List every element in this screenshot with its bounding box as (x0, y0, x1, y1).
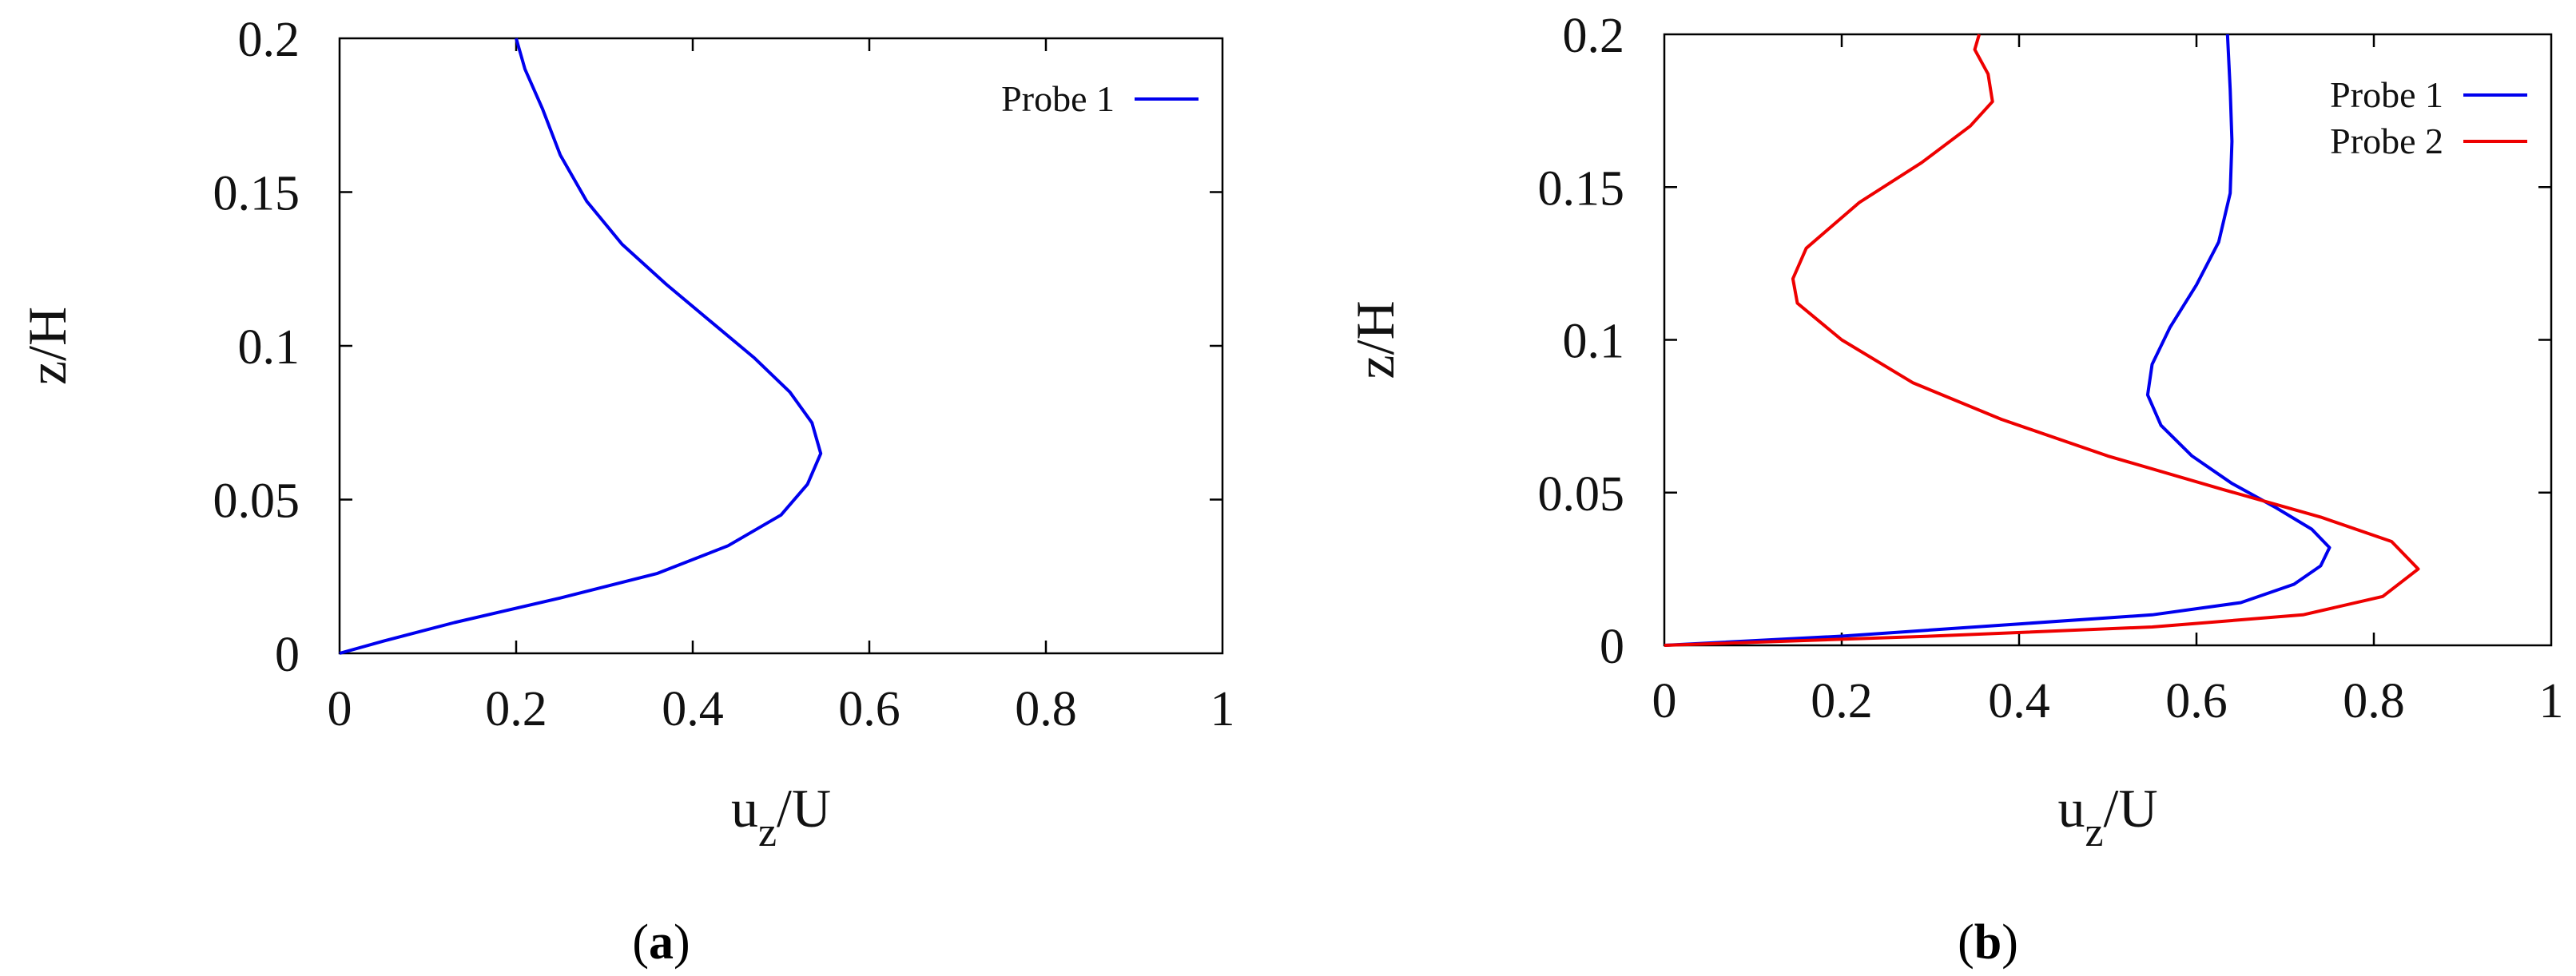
legend-label-1: Probe 1 (2330, 74, 2443, 115)
y-axis-label: z/H (17, 307, 78, 385)
panel-b: 0 0.2 0.4 0.6 0.8 1 0 0.05 0.1 0.15 0.2 z/H uz/U Prob… (1345, 9, 2564, 970)
x-tick-label: 1 (1210, 682, 1235, 736)
y-tick-label: 0.1 (1563, 315, 1625, 369)
x-axis-label: uz/U (731, 778, 831, 855)
x-tick-label: 0.2 (1811, 674, 1873, 728)
x-tick-label: 0.4 (1988, 674, 2050, 728)
y-tick-label: 0.2 (238, 13, 300, 67)
y-tick-label: 0 (275, 628, 300, 682)
y-tick-label: 0.2 (1563, 9, 1625, 63)
y-tick-label: 0.15 (1538, 161, 1625, 216)
x-tick-label: 0 (1652, 674, 1677, 728)
y-tick-label: 0.05 (1538, 467, 1625, 522)
series-line-1 (1664, 34, 2332, 647)
series-line-1 (339, 38, 823, 655)
legend-label-2: Probe 2 (2330, 121, 2443, 161)
y-tick-label: 0.15 (213, 167, 300, 221)
x-tick-label: 0.4 (662, 682, 724, 736)
y-tick-label: 0 (1600, 620, 1624, 674)
x-tick-label: 0.6 (2165, 674, 2228, 728)
panel-caption: (a) (632, 915, 690, 970)
x-tick-label: 1 (2539, 674, 2564, 728)
series-line-2 (1664, 34, 2420, 647)
x-tick-label: 0.8 (2343, 674, 2405, 728)
panel-caption: (b) (1958, 915, 2018, 970)
panel-a: 0 0.2 0.4 0.6 0.8 1 0 0.05 0.1 0.15 0.2 z/H uz/U Prob… (17, 13, 1235, 970)
x-tick-label: 0.2 (485, 682, 547, 736)
y-tick-label: 0.05 (213, 474, 300, 529)
x-tick-label: 0.6 (838, 682, 900, 736)
x-tick-label: 0 (328, 682, 352, 736)
legend-label-1: Probe 1 (1001, 78, 1115, 119)
x-axis-label: uz/U (2057, 778, 2157, 855)
y-axis-label: z/H (1345, 300, 1405, 379)
y-tick-label: 0.1 (238, 320, 300, 375)
plot-frame (338, 37, 1224, 655)
x-tick-label: 0.8 (1015, 682, 1077, 736)
